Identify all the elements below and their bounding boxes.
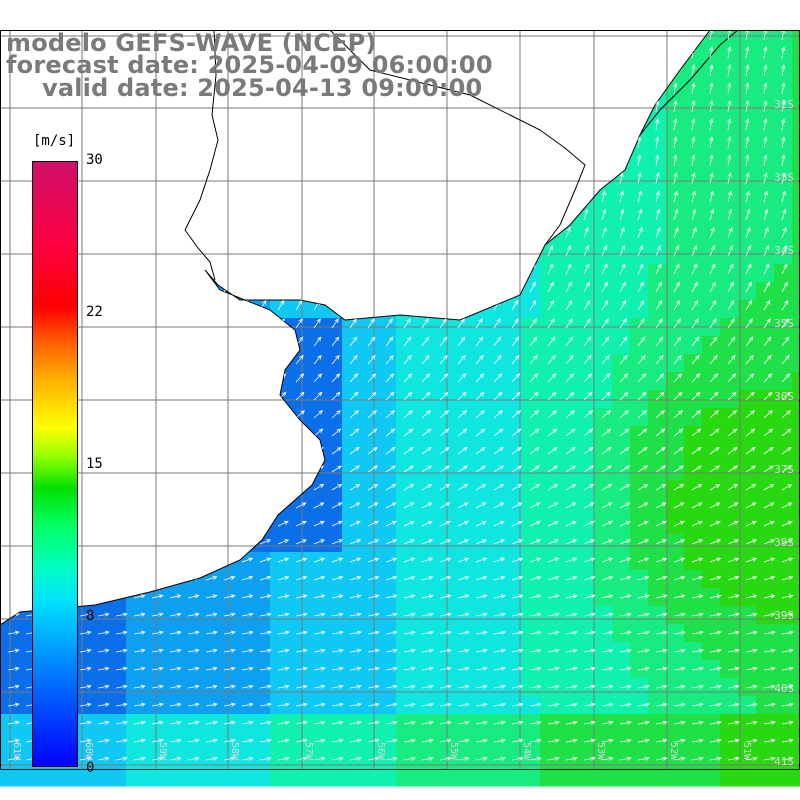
latitude-label: 38S [774,536,794,549]
latitude-label: 35S [774,317,794,330]
wind-speed-field [0,30,800,787]
latitude-label: 41S [774,755,794,768]
colorbar-tick: 22 [86,304,103,320]
latitude-label: 32S [774,98,794,111]
longitude-label: 57W [303,742,314,761]
coastline [0,29,711,626]
colorbar-tick: 30 [86,152,103,168]
lagoon-mirim [639,29,739,136]
model-title: modelo GEFS-WAVE (NCEP) [6,29,377,57]
longitude-label: 52W [668,742,679,761]
uruguay-border [184,29,586,281]
colorbar-tick: 15 [86,456,103,472]
graticule [0,30,800,770]
forecast-date: forecast date: 2025-04-09 06:00:00 [6,51,493,79]
longitude-label: 51W [741,742,752,761]
colorbar-unit: [m/s] [33,133,76,149]
longitude-label: 54W [521,742,532,761]
latitude-label: 34S [774,244,794,257]
longitude-label: 53W [595,742,606,761]
latitude-label: 37S [774,463,794,476]
latitude-label: 39S [774,609,794,622]
colorbar-tick: 0 [86,760,95,776]
latitude-label: 33S [774,171,794,184]
latitude-label: 36S [774,390,794,403]
longitude-label: 58W [229,742,240,761]
colorbar [32,161,78,767]
latitude-label: 40S [774,682,794,695]
longitude-label: 55W [448,742,459,761]
longitude-label: 59W [157,742,168,761]
longitude-label: 61W [11,742,22,761]
longitude-label: 60W [83,742,94,761]
valid-date: valid date: 2025-04-13 09:00:00 [42,74,483,102]
colorbar-tick: 8 [86,608,95,624]
longitude-label: 56W [375,742,386,761]
